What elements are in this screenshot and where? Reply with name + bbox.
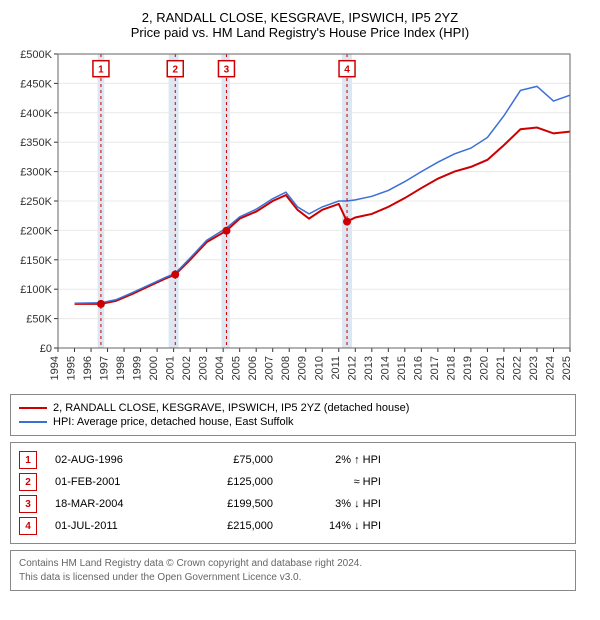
legend-label: 2, RANDALL CLOSE, KESGRAVE, IPSWICH, IP5… xyxy=(53,402,409,414)
svg-text:2019: 2019 xyxy=(462,356,474,380)
svg-text:2024: 2024 xyxy=(544,356,556,380)
svg-text:£200K: £200K xyxy=(20,225,52,237)
svg-text:2022: 2022 xyxy=(511,356,523,380)
svg-text:2003: 2003 xyxy=(198,356,210,380)
svg-text:£250K: £250K xyxy=(20,196,52,208)
sale-price: £215,000 xyxy=(183,520,273,532)
svg-text:2014: 2014 xyxy=(379,356,391,380)
legend-swatch xyxy=(19,421,47,423)
sale-row: 3 18-MAR-2004 £199,500 3% ↓ HPI xyxy=(19,493,567,515)
svg-text:£150K: £150K xyxy=(20,255,52,267)
sale-badge: 4 xyxy=(19,517,37,535)
svg-text:£300K: £300K xyxy=(20,167,52,179)
svg-text:2015: 2015 xyxy=(396,356,408,380)
sale-date: 01-JUL-2011 xyxy=(55,520,165,532)
svg-text:1994: 1994 xyxy=(49,356,61,380)
svg-text:£400K: £400K xyxy=(20,108,52,120)
sale-price: £75,000 xyxy=(183,454,273,466)
svg-text:2010: 2010 xyxy=(313,356,325,380)
legend-swatch xyxy=(19,407,47,409)
legend: 2, RANDALL CLOSE, KESGRAVE, IPSWICH, IP5… xyxy=(10,394,576,436)
license-line1: Contains HM Land Registry data © Crown c… xyxy=(19,557,567,571)
sale-diff: 14% ↓ HPI xyxy=(291,520,381,532)
svg-text:£350K: £350K xyxy=(20,137,52,149)
svg-text:2000: 2000 xyxy=(148,356,160,380)
svg-text:2009: 2009 xyxy=(297,356,309,380)
svg-text:2002: 2002 xyxy=(181,356,193,380)
svg-text:2006: 2006 xyxy=(247,356,259,380)
svg-text:2016: 2016 xyxy=(412,356,424,380)
svg-text:3: 3 xyxy=(224,65,230,76)
svg-text:£100K: £100K xyxy=(20,284,52,296)
svg-text:2011: 2011 xyxy=(330,356,342,380)
svg-text:2020: 2020 xyxy=(478,356,490,380)
license-line2: This data is licensed under the Open Gov… xyxy=(19,571,567,585)
svg-text:2018: 2018 xyxy=(445,356,457,380)
chart-title-block: 2, RANDALL CLOSE, KESGRAVE, IPSWICH, IP5… xyxy=(10,10,590,40)
legend-item: HPI: Average price, detached house, East… xyxy=(19,415,567,429)
sale-date: 18-MAR-2004 xyxy=(55,498,165,510)
legend-item: 2, RANDALL CLOSE, KESGRAVE, IPSWICH, IP5… xyxy=(19,401,567,415)
sale-badge: 2 xyxy=(19,473,37,491)
svg-text:2013: 2013 xyxy=(363,356,375,380)
svg-text:1999: 1999 xyxy=(132,356,144,380)
sale-badge: 1 xyxy=(19,451,37,469)
svg-text:1996: 1996 xyxy=(82,356,94,380)
svg-text:2004: 2004 xyxy=(214,356,226,380)
sale-row: 2 01-FEB-2001 £125,000 ≈ HPI xyxy=(19,471,567,493)
sale-price: £125,000 xyxy=(183,476,273,488)
svg-text:2: 2 xyxy=(172,65,178,76)
svg-text:2005: 2005 xyxy=(231,356,243,380)
sale-badge: 3 xyxy=(19,495,37,513)
sale-row: 4 01-JUL-2011 £215,000 14% ↓ HPI xyxy=(19,515,567,537)
svg-text:1: 1 xyxy=(98,65,104,76)
svg-text:2012: 2012 xyxy=(346,356,358,380)
sales-table: 1 02-AUG-1996 £75,000 2% ↑ HPI 2 01-FEB-2001 £… xyxy=(10,442,576,544)
svg-text:2008: 2008 xyxy=(280,356,292,380)
svg-text:1995: 1995 xyxy=(66,356,78,380)
svg-text:2025: 2025 xyxy=(561,356,573,380)
sale-price: £199,500 xyxy=(183,498,273,510)
svg-text:1998: 1998 xyxy=(115,356,127,380)
sale-diff: 3% ↓ HPI xyxy=(291,498,381,510)
title-subtitle: Price paid vs. HM Land Registry's House … xyxy=(10,25,590,40)
svg-text:2023: 2023 xyxy=(528,356,540,380)
price-chart: £0 £50K £100K £150K £200K £250K £300K £350K £400… xyxy=(10,48,590,388)
title-address: 2, RANDALL CLOSE, KESGRAVE, IPSWICH, IP5… xyxy=(10,10,590,25)
svg-text:£500K: £500K xyxy=(20,49,52,61)
svg-text:2017: 2017 xyxy=(429,356,441,380)
sale-date: 02-AUG-1996 xyxy=(55,454,165,466)
sale-diff: ≈ HPI xyxy=(291,476,381,488)
svg-text:2001: 2001 xyxy=(165,356,177,380)
svg-text:£450K: £450K xyxy=(20,78,52,90)
legend-label: HPI: Average price, detached house, East… xyxy=(53,416,294,428)
svg-text:£0: £0 xyxy=(40,343,52,355)
svg-text:4: 4 xyxy=(344,65,350,76)
svg-text:£50K: £50K xyxy=(26,314,52,326)
sale-date: 01-FEB-2001 xyxy=(55,476,165,488)
sale-diff: 2% ↑ HPI xyxy=(291,454,381,466)
svg-text:2007: 2007 xyxy=(264,356,276,380)
svg-text:1997: 1997 xyxy=(99,356,111,380)
svg-text:2021: 2021 xyxy=(495,356,507,380)
sale-row: 1 02-AUG-1996 £75,000 2% ↑ HPI xyxy=(19,449,567,471)
license-text: Contains HM Land Registry data © Crown c… xyxy=(10,550,576,591)
